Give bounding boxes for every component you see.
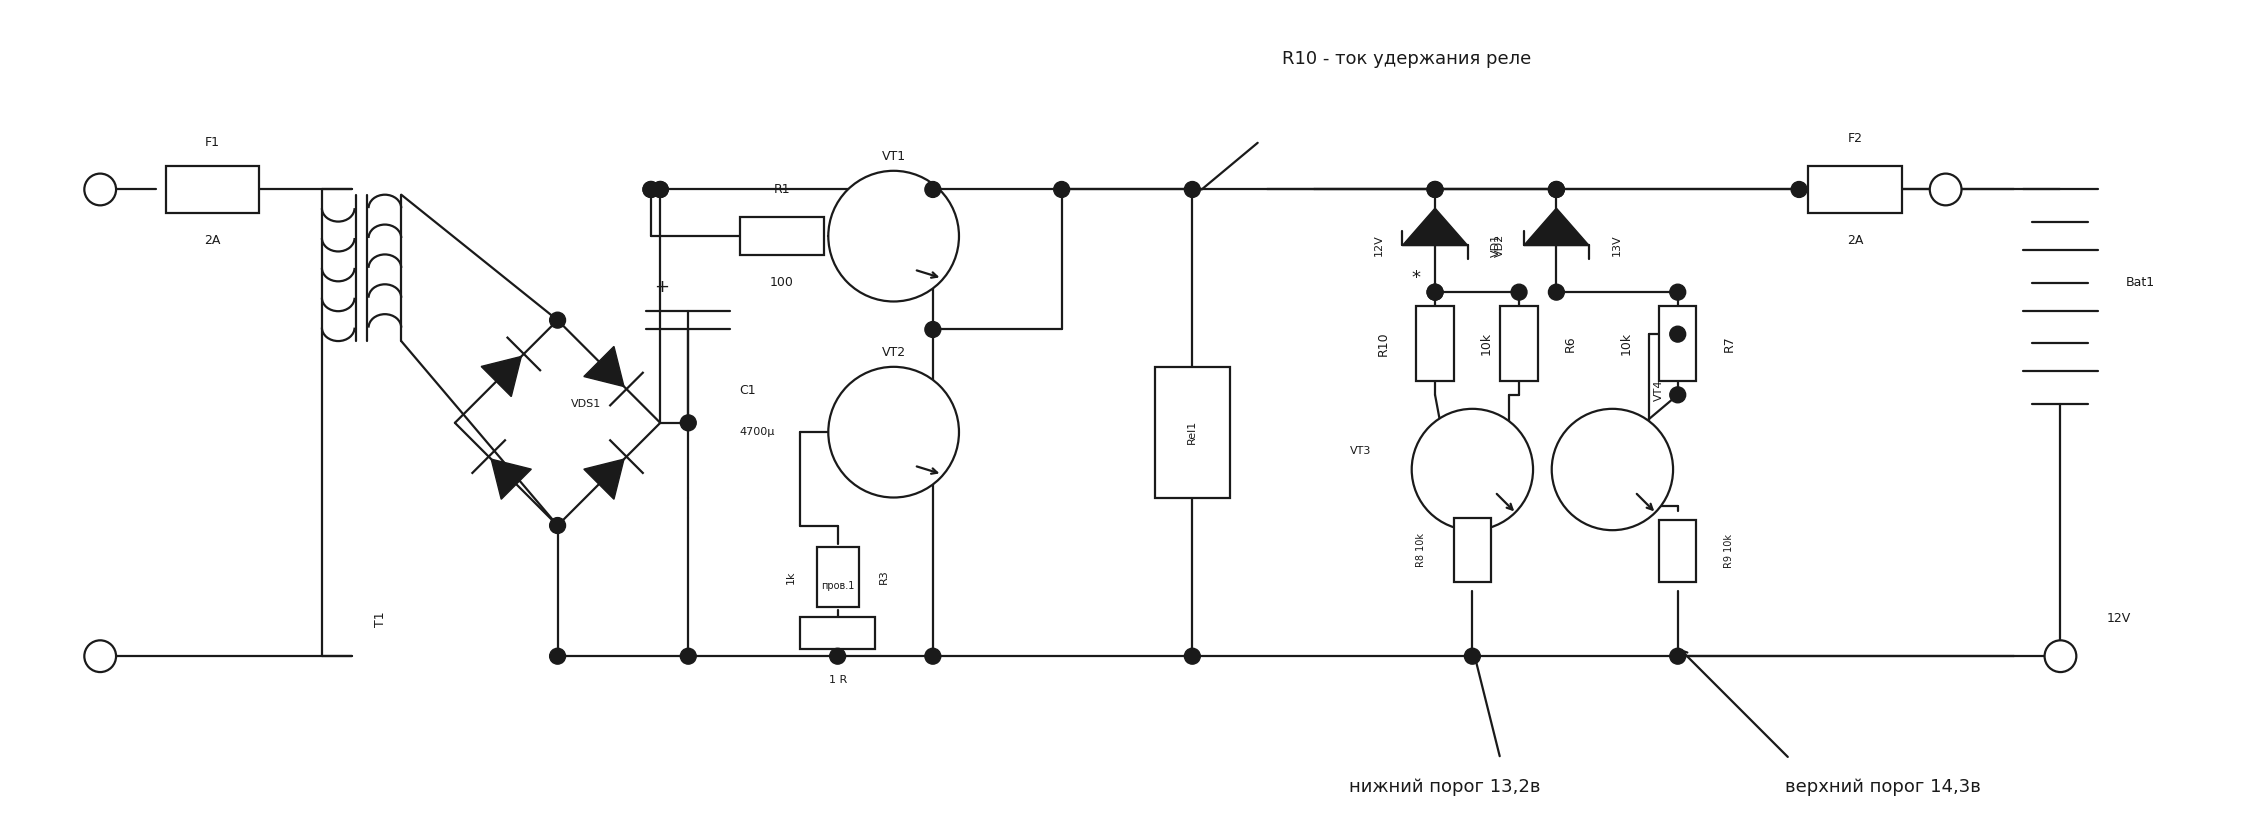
- Circle shape: [924, 648, 940, 664]
- Circle shape: [1551, 409, 1672, 530]
- Circle shape: [1465, 648, 1481, 664]
- Bar: [1416, 306, 1454, 380]
- Bar: [1154, 367, 1231, 498]
- Text: 2A: 2A: [205, 234, 221, 247]
- Circle shape: [681, 415, 696, 431]
- Polygon shape: [480, 356, 521, 397]
- Polygon shape: [584, 459, 624, 500]
- Circle shape: [550, 313, 566, 328]
- Circle shape: [681, 648, 696, 664]
- Circle shape: [924, 182, 940, 198]
- Circle shape: [1411, 409, 1533, 530]
- Text: 13V: 13V: [1612, 235, 1623, 256]
- Circle shape: [2044, 640, 2076, 672]
- Circle shape: [83, 174, 115, 205]
- Text: Bat1: Bat1: [2126, 276, 2155, 289]
- Text: 1 R: 1 R: [829, 675, 848, 685]
- Circle shape: [829, 648, 845, 664]
- Bar: [1454, 519, 1492, 581]
- Bar: [1659, 520, 1697, 581]
- Bar: [800, 616, 875, 649]
- Polygon shape: [1524, 208, 1589, 246]
- Circle shape: [642, 182, 658, 198]
- Text: 12V: 12V: [1375, 235, 1384, 256]
- Circle shape: [651, 182, 667, 198]
- Circle shape: [651, 182, 667, 198]
- Circle shape: [1053, 182, 1071, 198]
- Text: VT2: VT2: [881, 347, 906, 359]
- Text: 100: 100: [769, 276, 793, 289]
- Circle shape: [550, 648, 566, 664]
- Text: 1k: 1k: [787, 570, 796, 584]
- Text: C1: C1: [739, 384, 757, 397]
- Circle shape: [550, 518, 566, 533]
- Circle shape: [1183, 182, 1201, 198]
- Circle shape: [1670, 326, 1686, 342]
- Circle shape: [1670, 284, 1686, 300]
- Text: R8 10k: R8 10k: [1416, 533, 1427, 566]
- Circle shape: [827, 367, 958, 498]
- Polygon shape: [491, 459, 532, 500]
- Circle shape: [1427, 182, 1443, 198]
- Text: VD1: VD1: [1490, 234, 1501, 257]
- Polygon shape: [584, 347, 624, 386]
- Circle shape: [1548, 182, 1564, 198]
- Circle shape: [1183, 648, 1201, 664]
- Circle shape: [1792, 182, 1808, 198]
- Text: 2A: 2A: [1846, 234, 1864, 247]
- Text: R3: R3: [879, 570, 890, 584]
- Text: +: +: [654, 279, 669, 297]
- Text: R6: R6: [1564, 335, 1578, 351]
- Text: верхний порог 14,3в: верхний порог 14,3в: [1785, 778, 1981, 796]
- Text: пров.1: пров.1: [820, 581, 854, 591]
- Circle shape: [1548, 182, 1564, 198]
- Bar: [1501, 306, 1537, 380]
- Text: VT1: VT1: [881, 151, 906, 163]
- Text: T1: T1: [374, 611, 388, 627]
- Text: 10k: 10k: [1621, 332, 1632, 355]
- Circle shape: [1548, 284, 1564, 300]
- Text: 10k: 10k: [1481, 332, 1492, 355]
- Text: R1: R1: [773, 183, 789, 196]
- Bar: [1659, 306, 1697, 380]
- Text: 4700µ: 4700µ: [739, 428, 775, 437]
- Text: R9 10k: R9 10k: [1724, 533, 1733, 567]
- Text: VT4: VT4: [1654, 380, 1663, 401]
- Text: R10: R10: [1377, 331, 1391, 356]
- Circle shape: [642, 182, 658, 198]
- Text: VDS1: VDS1: [570, 399, 602, 409]
- Text: Rel1: Rel1: [1188, 420, 1197, 444]
- Circle shape: [1427, 284, 1443, 300]
- Text: 12V: 12V: [2107, 612, 2132, 625]
- Polygon shape: [1402, 208, 1467, 246]
- Circle shape: [1929, 174, 1961, 205]
- Text: VD2: VD2: [1494, 234, 1506, 257]
- Bar: [739, 218, 823, 255]
- Circle shape: [1427, 182, 1443, 198]
- Text: R7: R7: [1722, 335, 1736, 351]
- Circle shape: [1427, 284, 1443, 300]
- Text: F1: F1: [205, 136, 219, 150]
- Circle shape: [1510, 284, 1526, 300]
- Text: *: *: [1411, 269, 1420, 287]
- Bar: [165, 166, 259, 213]
- Text: VT3: VT3: [1350, 446, 1370, 456]
- Bar: [816, 547, 859, 607]
- Circle shape: [1670, 387, 1686, 403]
- Text: R10 - ток удержания реле: R10 - ток удержания реле: [1283, 50, 1533, 68]
- Circle shape: [924, 322, 940, 337]
- Circle shape: [827, 171, 958, 302]
- Text: F2: F2: [1848, 131, 1862, 145]
- Circle shape: [1670, 648, 1686, 664]
- Bar: [1808, 166, 1902, 213]
- Text: нижний порог 13,2в: нижний порог 13,2в: [1348, 778, 1539, 796]
- Circle shape: [83, 640, 115, 672]
